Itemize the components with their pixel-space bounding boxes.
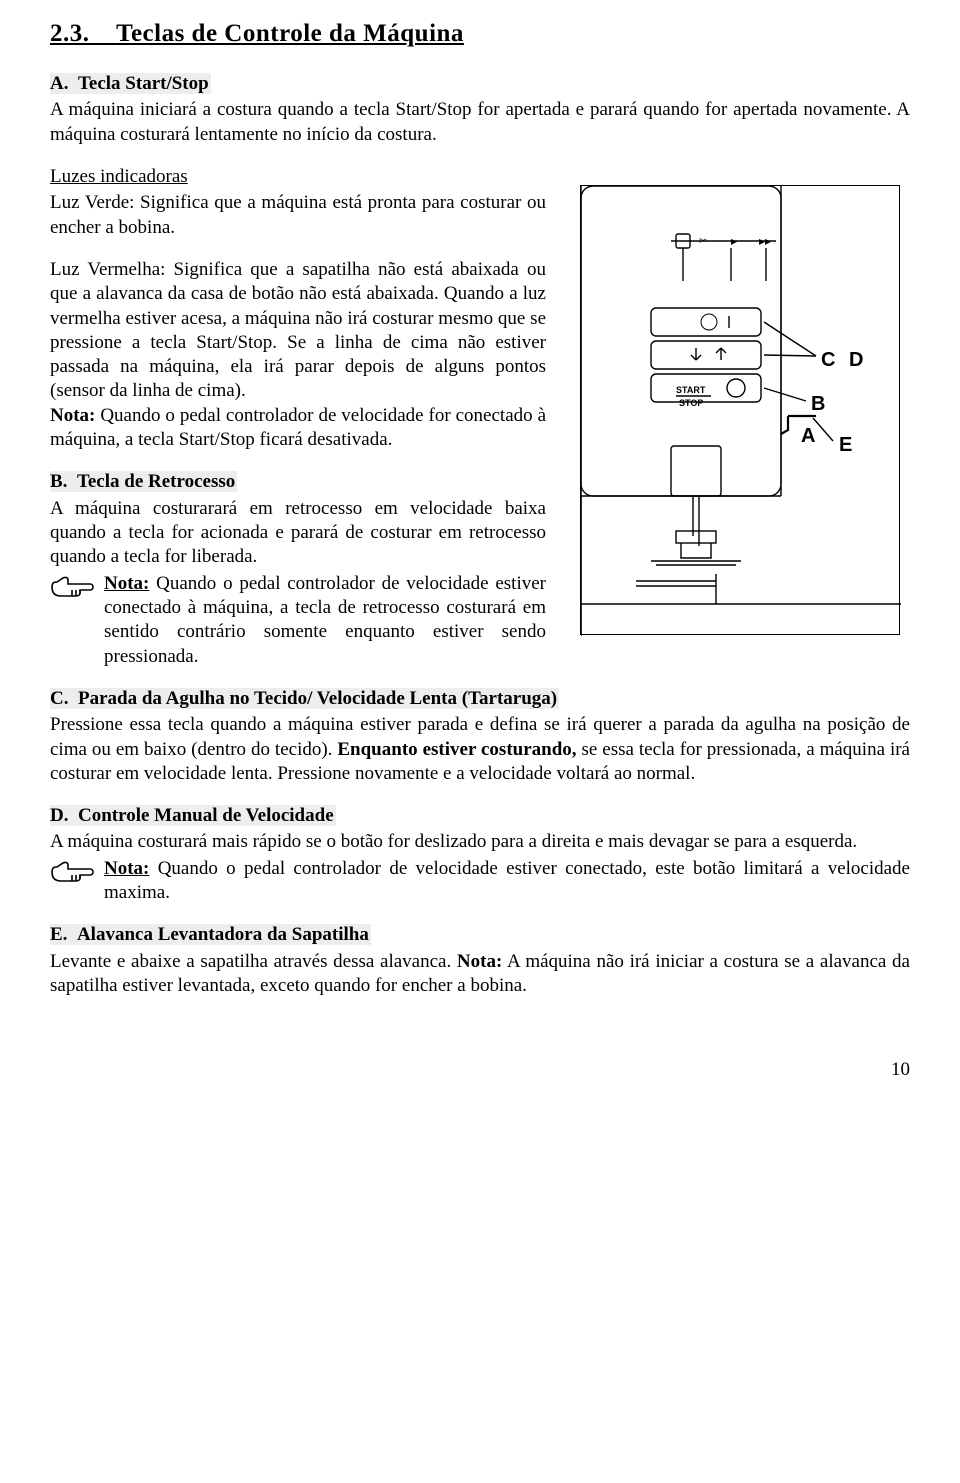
subsection-a-p1: A máquina iniciará a costura quando a te…: [50, 98, 910, 147]
svg-text:STOP: STOP: [679, 398, 703, 408]
nota-a-body: Quando o pedal controlador de velocidade…: [50, 405, 546, 450]
subsection-b-heading-row: B. Tecla de Retrocesso: [50, 470, 546, 494]
svg-text:▸: ▸: [731, 234, 737, 248]
nota-e-label: Nota:: [457, 951, 502, 972]
subsection-d-heading: D. Controle Manual de Velocidade: [50, 805, 336, 826]
subsection-a-heading-row: A. Tecla Start/Stop: [50, 72, 910, 96]
svg-text:START: START: [676, 385, 706, 395]
nota-a-label: Nota:: [50, 405, 95, 426]
subsection-b-letter: B.: [50, 471, 67, 492]
two-column-region: Luzes indicadoras Luz Verde: Significa q…: [50, 165, 910, 669]
section-number: 2.3.: [50, 20, 90, 47]
subsection-e-heading: E. Alavanca Levantadora da Sapatilha: [50, 924, 371, 945]
note-b-text: Nota: Quando o pedal controlador de velo…: [104, 572, 546, 669]
nota-b-label: Nota:: [104, 573, 149, 594]
subsection-e-p1a: Levante e abaixe a sapatilha através des…: [50, 951, 457, 972]
figure-label-a: A: [801, 425, 815, 447]
nota-d-body: Quando o pedal controlador de velocidade…: [104, 858, 910, 903]
luzes-heading: Luzes indicadoras: [50, 166, 188, 187]
figure-label-e: E: [839, 434, 852, 456]
figure-label-c: C: [821, 349, 835, 371]
subsection-b-heading: B. Tecla de Retrocesso: [50, 471, 237, 492]
subsection-d-letter: D.: [50, 805, 68, 826]
note-d-text: Nota: Quando o pedal controlador de velo…: [104, 857, 910, 906]
subsection-b-title: Tecla de Retrocesso: [77, 471, 235, 492]
pointing-hand-icon: [50, 857, 94, 906]
nota-b-body: Quando o pedal controlador de velocidade…: [104, 573, 546, 667]
subsection-b-body: A máquina costurarará em retrocesso em v…: [50, 497, 546, 669]
subsection-b-p1: A máquina costurarará em retrocesso em v…: [50, 498, 546, 568]
subsection-c-title: Parada da Agulha no Tecido/ Velocidade L…: [78, 688, 557, 709]
luz-vermelha-body: Luz Vermelha: Significa que a sapatilha …: [50, 259, 546, 402]
subsection-c-bold: Enquanto estiver costurando,: [337, 739, 576, 760]
nota-d-label: Nota:: [104, 858, 149, 879]
subsection-d-heading-row: D. Controle Manual de Velocidade: [50, 804, 910, 828]
subsection-d-title: Controle Manual de Velocidade: [78, 805, 334, 826]
right-column: ✂ ▸ ▸▸ START: [570, 165, 910, 635]
luz-vermelha-para: Luz Vermelha: Significa que a sapatilha …: [50, 258, 546, 453]
subsection-e-letter: E.: [50, 924, 67, 945]
svg-text:▸▸: ▸▸: [759, 234, 771, 248]
machine-diagram: ✂ ▸ ▸▸ START: [580, 185, 900, 635]
svg-text:✂: ✂: [699, 236, 707, 247]
subsection-e-heading-row: E. Alavanca Levantadora da Sapatilha: [50, 923, 910, 947]
figure-label-d: D: [849, 349, 863, 371]
subsection-c-heading-row: C. Parada da Agulha no Tecido/ Velocidad…: [50, 687, 910, 711]
subsection-a-title: Tecla Start/Stop: [78, 73, 209, 94]
section-heading: Teclas de Controle da Máquina: [116, 20, 464, 47]
subsection-a-letter: A.: [50, 73, 68, 94]
subsection-c-letter: C.: [50, 688, 68, 709]
figure-label-b: B: [811, 393, 825, 415]
subsection-e-title: Alavanca Levantadora da Sapatilha: [77, 924, 369, 945]
section-title: 2.3. Teclas de Controle da Máquina: [50, 18, 910, 50]
note-b-block: Nota: Quando o pedal controlador de velo…: [50, 572, 546, 669]
left-column: Luzes indicadoras Luz Verde: Significa q…: [50, 165, 546, 669]
subsection-d-body: A máquina costurará mais rápido se o bot…: [50, 830, 910, 905]
luz-verde-para: Luz Verde: Significa que a máquina está …: [50, 191, 546, 240]
page-number: 10: [50, 1058, 910, 1082]
subsection-e-body: Levante e abaixe a sapatilha através des…: [50, 950, 910, 999]
subsection-d-p1: A máquina costurará mais rápido se o bot…: [50, 831, 857, 852]
subsection-a-heading: A. Tecla Start/Stop: [50, 73, 211, 94]
pointing-hand-icon: [50, 572, 94, 669]
subsection-c-heading: C. Parada da Agulha no Tecido/ Velocidad…: [50, 688, 559, 709]
luzes-heading-row: Luzes indicadoras: [50, 165, 546, 189]
subsection-c-body: Pressione essa tecla quando a máquina es…: [50, 713, 910, 786]
note-d-block: Nota: Quando o pedal controlador de velo…: [50, 857, 910, 906]
